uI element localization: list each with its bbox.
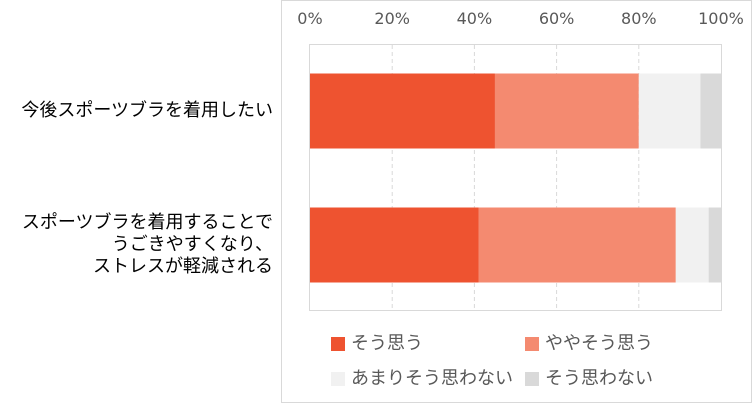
x-tick-label: 100% [698,9,744,28]
plot-area-border [309,44,722,311]
x-tick-label: 40% [457,9,493,28]
bar-segment [494,73,639,149]
category-label: 今後スポーツブラを着用したい [21,99,273,121]
bar-segment [310,207,479,283]
bar-segment [310,73,495,149]
category-label: うごきやすくなり、 [112,234,273,255]
bar-segment [478,207,676,283]
category-labels: 今後スポーツブラを着用したいスポーツブラを着用することでうごきやすくなり、ストレ… [21,99,273,277]
x-tick-label: 0% [297,9,322,28]
x-tick-label: 20% [374,9,410,28]
bar-segment [700,73,721,149]
legend-swatch [525,372,539,386]
legend-label: そう思う [351,333,423,354]
x-tick-label: 60% [539,9,575,28]
legend-label: そう思わない [545,368,653,389]
legend-label: あまりそう思わない [351,368,513,389]
bar-segment [638,73,701,149]
bars [310,73,721,283]
category-label: ストレスが軽減される [93,256,273,277]
bar-segment [708,207,721,283]
bar-segment [675,207,709,283]
legend-swatch [331,337,345,351]
chart-border [281,0,752,403]
legend-label: ややそう思う [545,333,653,354]
legend-swatch [331,372,345,386]
category-label: スポーツブラを着用することで [22,211,273,233]
legend-swatch [525,337,539,351]
x-tick-label: 80% [621,9,657,28]
x-axis-ticks: 0% 20% 40% 60% 80% 100% [297,9,744,28]
